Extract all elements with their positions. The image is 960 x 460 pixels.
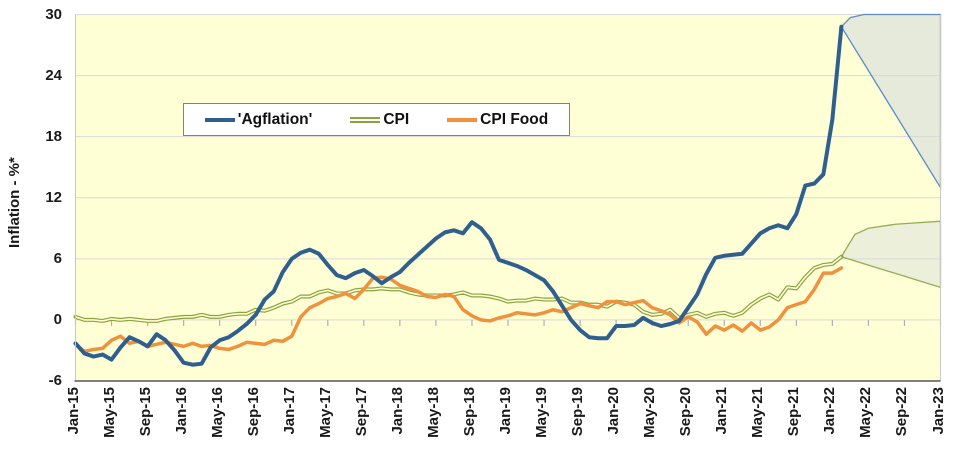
x-tick-label: Jan-18 — [388, 387, 406, 435]
y-tick-label: 6 — [53, 249, 62, 267]
x-tick-label: Sep-16 — [244, 387, 262, 437]
x-tick-label: Jan-20 — [605, 387, 623, 435]
y-tick-label: 24 — [45, 66, 62, 84]
x-tick-label: Sep-18 — [460, 387, 478, 437]
cpi-line-inner-gap — [75, 256, 842, 322]
x-tick-label: Jan-19 — [497, 387, 514, 435]
x-tick-label: May-20 — [641, 387, 659, 438]
y-tick-label: -6 — [48, 372, 62, 389]
legend-item-cpi: CPI — [350, 111, 409, 129]
cpi-line-swatch-icon — [350, 116, 381, 123]
legend-item-cpi-food: CPI Food — [447, 111, 548, 129]
x-tick-label: Sep-15 — [136, 387, 154, 437]
x-tick-label: Sep-22 — [893, 387, 911, 437]
legend-label-agflation: 'Agflation' — [237, 110, 313, 128]
legend-label-cpi: CPI — [383, 110, 410, 128]
cpi-food-line — [73, 266, 844, 354]
x-tick-label: May-19 — [533, 387, 551, 438]
x-tick-label: May-21 — [749, 387, 767, 438]
x-tick-label: Jan-21 — [713, 387, 731, 435]
x-tick-label: May-16 — [208, 387, 226, 438]
legend-item-agflation: 'Agflation' — [204, 110, 313, 129]
x-tick-label: Sep-17 — [352, 387, 370, 437]
y-tick-label: 12 — [45, 188, 62, 206]
x-tick-label: May-15 — [100, 387, 118, 438]
y-tick-label: 30 — [45, 5, 62, 23]
agflation-line — [73, 24, 844, 367]
x-tick-label: May-18 — [424, 387, 442, 438]
legend: 'Agflation' CPI CPI Food — [183, 103, 570, 136]
y-tick-label: 0 — [53, 310, 62, 328]
x-tick-label: May-17 — [316, 387, 334, 438]
x-tick-label: Sep-19 — [569, 387, 587, 437]
agflation-forecast-fan-border — [840, 13, 942, 190]
cpi-forecast-fan — [841, 221, 941, 288]
x-tick-label: Jan-16 — [172, 387, 190, 435]
y-tick-label: 18 — [45, 127, 62, 145]
x-tick-label: Jan-17 — [280, 387, 298, 435]
x-tick-label: Jan-15 — [64, 387, 82, 435]
x-tick-label: Sep-20 — [677, 387, 695, 437]
cpi-food-line-swatch-icon — [447, 117, 478, 122]
agflation-line-swatch-icon — [204, 117, 235, 122]
x-tick-label: May-22 — [857, 387, 875, 438]
x-tick-label: Jan-22 — [821, 387, 839, 435]
agflation-forecast-fan — [841, 14, 941, 188]
legend-label-cpi-food: CPI Food — [480, 110, 549, 128]
x-tick-label: Jan-23 — [929, 387, 947, 435]
x-tick-label: Sep-21 — [785, 387, 803, 437]
